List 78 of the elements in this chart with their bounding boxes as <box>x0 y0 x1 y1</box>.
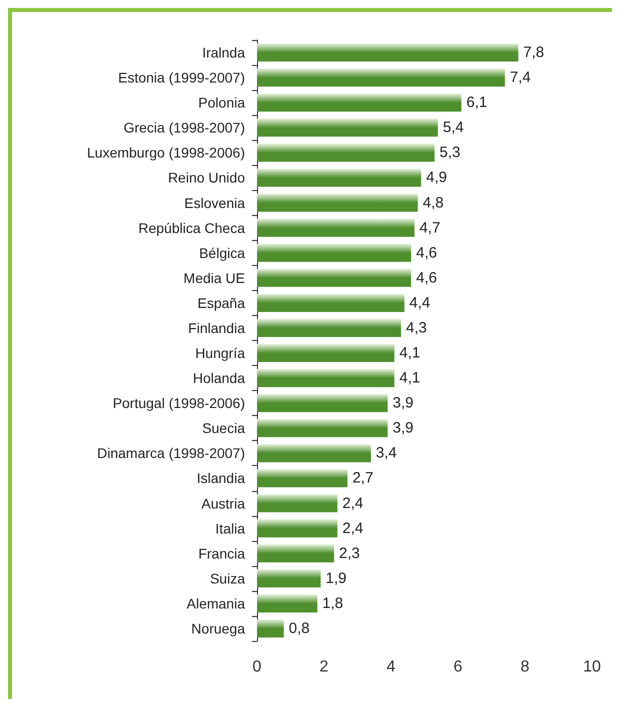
y-tick-label: Suecia <box>202 420 246 436</box>
bar <box>257 494 338 512</box>
y-tick-label: Francia <box>198 545 246 562</box>
bar <box>257 594 318 612</box>
data-label: 4,3 <box>406 319 427 336</box>
bar <box>257 118 438 137</box>
data-label: 7,8 <box>523 44 544 62</box>
data-label: 4,1 <box>399 370 420 387</box>
data-label: 4,4 <box>409 294 430 312</box>
y-tick-label: Suiza <box>210 570 246 586</box>
y-tick-label: Bélgica <box>199 244 246 261</box>
y-tick-label: Iralnda <box>202 44 246 61</box>
y-tick-label: República Checa <box>138 220 246 236</box>
bar <box>257 569 321 588</box>
y-tick-label: Noruega <box>191 620 246 636</box>
y-tick-label: Dinamarca (1998-2007) <box>97 445 245 462</box>
y-tick-label: Luxemburgo (1998-2006) <box>87 144 245 161</box>
bar <box>257 519 338 538</box>
y-tick-label: Austria <box>201 495 246 512</box>
bar <box>257 469 348 488</box>
bar <box>257 294 404 312</box>
bar <box>257 68 505 87</box>
data-label: 4,7 <box>419 219 440 236</box>
bar <box>257 94 462 112</box>
x-tick-label: 4 <box>386 658 396 676</box>
bar <box>257 344 394 362</box>
x-tick-label: 6 <box>454 658 463 676</box>
data-label: 1,9 <box>326 570 347 587</box>
bar <box>257 268 412 287</box>
bar <box>257 168 422 187</box>
bar <box>257 244 412 262</box>
data-label: 7,4 <box>510 69 531 86</box>
bar <box>257 544 334 562</box>
x-tick-label: 0 <box>252 658 262 676</box>
data-label: 4,9 <box>426 169 448 186</box>
y-tick-label: Italia <box>215 520 246 536</box>
y-tick-label: Islandia <box>196 470 246 486</box>
bar <box>257 419 388 438</box>
bar <box>257 369 394 388</box>
bar <box>257 444 371 462</box>
data-label: 2,3 <box>339 544 360 562</box>
data-label: 3,9 <box>392 394 414 412</box>
y-tick-label: Portugal (1998-2006) <box>112 395 245 412</box>
data-label: 5,3 <box>440 144 460 162</box>
y-tick-label: Reino Unido <box>168 170 246 186</box>
bar <box>257 144 435 162</box>
bar <box>257 218 414 237</box>
bar <box>257 318 402 337</box>
bar <box>257 394 388 412</box>
y-tick-label: Polonia <box>198 94 246 111</box>
y-tick-label: Estonia (1999-2007) <box>118 70 245 86</box>
x-tick-label: 2 <box>320 658 329 676</box>
y-tick-label: Holanda <box>192 370 246 386</box>
bar <box>257 44 518 62</box>
data-label: 2,4 <box>342 520 364 537</box>
y-tick-label: Media UE <box>184 270 245 286</box>
bar <box>257 619 284 638</box>
y-tick-label: Finlandia <box>188 320 246 336</box>
data-label: 4,1 <box>399 344 420 362</box>
x-tick-label: 10 <box>583 658 601 676</box>
bar <box>257 194 418 212</box>
y-tick-label: Eslovenia <box>184 194 246 211</box>
data-label: 6,1 <box>466 94 488 112</box>
data-label: 3,9 <box>392 420 414 437</box>
data-label: 4,6 <box>416 269 437 286</box>
x-tick-label: 8 <box>520 658 530 676</box>
y-tick-label: Hungría <box>195 345 246 362</box>
data-label: 4,6 <box>416 244 437 262</box>
y-tick-label: Grecia (1998-2007) <box>124 120 245 136</box>
data-label: 2,4 <box>342 494 364 512</box>
data-label: 4,8 <box>422 194 444 212</box>
y-tick-label: España <box>198 294 246 311</box>
data-label: 3,4 <box>376 444 397 462</box>
y-tick-label: Alemania <box>186 595 246 612</box>
data-label: 1,8 <box>322 594 344 612</box>
data-label: 0,8 <box>288 620 310 637</box>
data-label: 2,7 <box>352 470 374 487</box>
data-label: 5,4 <box>442 119 464 136</box>
